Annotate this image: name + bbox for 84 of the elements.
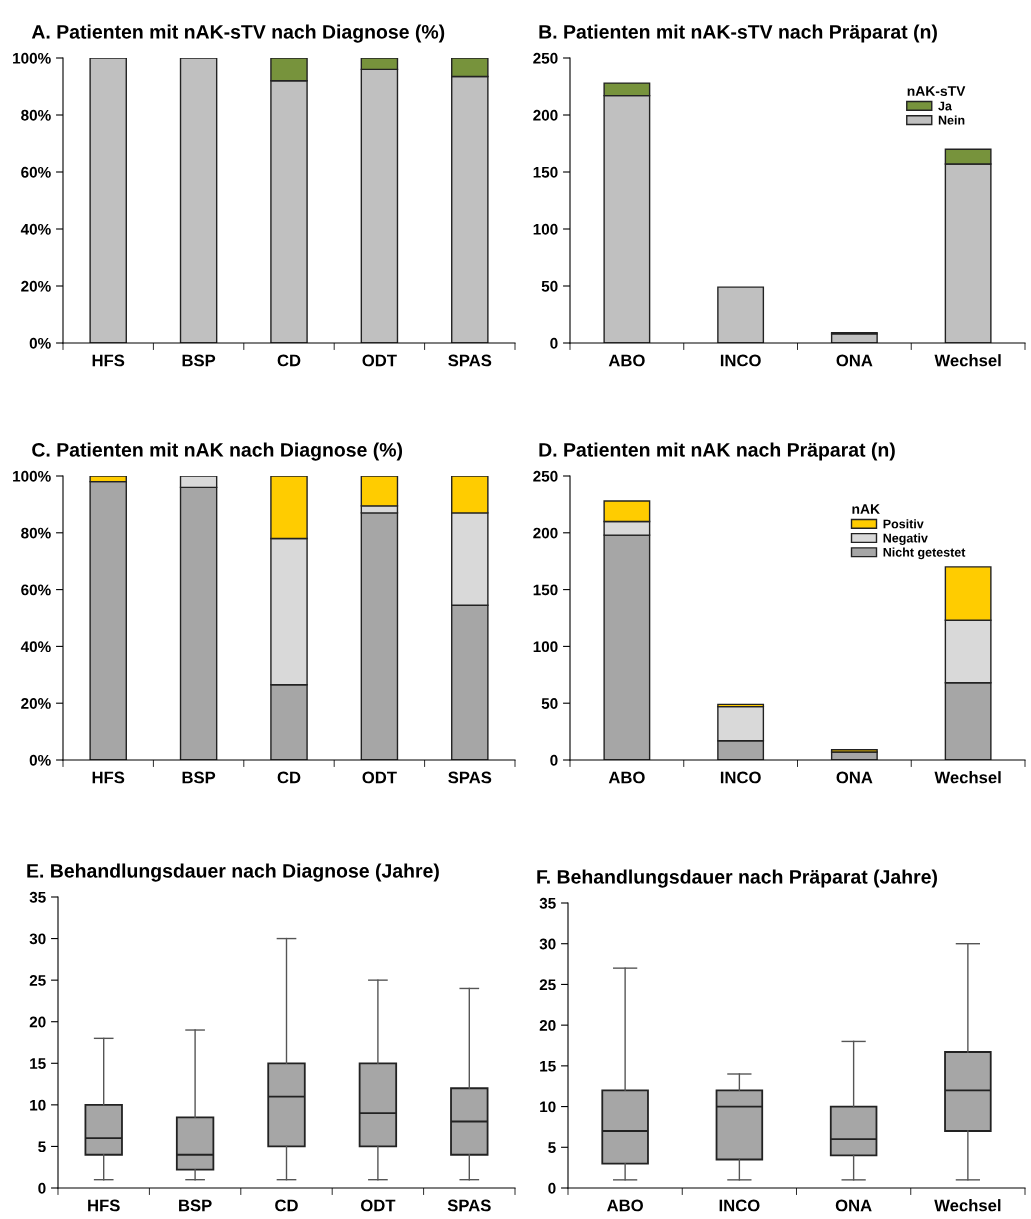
y-tick-label: 0 (550, 337, 558, 349)
y-tick-label: 35 (29, 891, 46, 903)
x-tick-label: Wechsel (934, 771, 1001, 784)
y-tick-label: 60% (21, 584, 51, 596)
legend-title: nAK-sTV (907, 86, 966, 96)
y-tick-label: 15 (30, 1058, 46, 1069)
y-tick-label: 80% (21, 527, 51, 539)
x-tick-label: Wechsel (934, 354, 1001, 367)
x-tick-label: ODT (362, 771, 397, 784)
chart-title: B. Patienten mit nAK-sTV nach Präparat (n) (539, 24, 937, 43)
x-tick-label: ODT (361, 1199, 396, 1212)
legend-label: Ja (938, 101, 952, 111)
x-tick-label: HFS (88, 1199, 120, 1212)
y-tick-label: 20% (21, 280, 51, 292)
y-tick-label: 10 (30, 1099, 46, 1111)
y-tick-label: 25 (29, 975, 46, 986)
x-tick-label: INCO (720, 771, 761, 784)
y-tick-label: 0% (29, 337, 51, 349)
x-tick-label: SPAS (448, 771, 492, 784)
legend-label: Negativ (883, 533, 928, 546)
x-tick-label: SPAS (448, 354, 492, 367)
x-tick-label: ABO (607, 1199, 643, 1212)
x-tick-label: INCO (720, 354, 761, 367)
y-tick-label: 80% (21, 109, 51, 121)
y-tick-label: 40% (20, 223, 51, 235)
y-tick-label: 0 (548, 1182, 556, 1194)
x-tick-label: Wechsel (934, 1199, 1001, 1212)
y-tick-label: 0 (38, 1182, 46, 1194)
chart-title: C. Patienten mit nAK nach Diagnose (%) (32, 442, 403, 461)
y-tick-label: 5 (38, 1141, 46, 1153)
y-tick-label: 50 (541, 698, 558, 709)
y-tick-label: 0 (550, 754, 558, 766)
x-tick-label: ODT (362, 354, 397, 367)
y-tick-label: 15 (540, 1060, 556, 1072)
y-tick-label: 150 (533, 166, 558, 178)
x-tick-label: CD (277, 771, 301, 784)
y-tick-label: 10 (540, 1101, 556, 1113)
chart-title: D. Patienten mit nAK nach Präparat (n) (539, 442, 895, 461)
bar (89, 58, 127, 343)
y-tick-label: 100% (13, 470, 51, 482)
x-tick-label: HFS (92, 354, 125, 367)
x-tick-label: INCO (719, 1199, 760, 1212)
y-tick-label: 20 (29, 1016, 46, 1028)
y-tick-label: 30 (539, 938, 556, 950)
legend-label: Nein (938, 115, 965, 125)
bar (89, 480, 127, 760)
x-tick-label: BSP (182, 771, 216, 784)
chart-title: F. Behandlungsdauer nach Präparat (Jahre) (537, 869, 937, 888)
y-tick-label: 60% (21, 166, 51, 178)
x-tick-label: CD (277, 354, 301, 367)
y-tick-label: 250 (533, 52, 558, 64)
legend-label: Nicht getestet (883, 547, 966, 560)
x-tick-label: ABO (608, 354, 645, 367)
y-tick-label: 100 (533, 641, 558, 653)
chart-title: E. Behandlungsdauer nach Diagnose (Jahre) (27, 863, 439, 882)
x-tick-label: BSP (182, 354, 216, 367)
x-tick-label: HFS (92, 771, 125, 784)
chart-title: A. Patienten mit nAK-sTV nach Diagnose (%) (31, 24, 445, 43)
x-tick-label: BSP (179, 1199, 212, 1212)
x-tick-label: ONA (835, 1199, 872, 1212)
x-tick-label: SPAS (447, 1199, 491, 1212)
y-tick-label: 20% (21, 698, 51, 709)
y-tick-label: 30 (29, 933, 46, 945)
y-tick-label: 35 (539, 897, 556, 909)
x-tick-label: CD (275, 1199, 298, 1212)
legend-title: nAK (852, 504, 880, 514)
y-tick-label: 150 (533, 584, 558, 596)
y-tick-label: 25 (539, 979, 556, 991)
x-tick-label: ONA (836, 354, 873, 367)
legend-label: Positiv (883, 519, 924, 529)
y-tick-label: 100 (533, 223, 558, 235)
y-tick-label: 40% (20, 641, 51, 653)
y-tick-label: 0% (29, 754, 51, 766)
y-tick-label: 50 (541, 280, 558, 292)
x-tick-label: ONA (836, 771, 873, 784)
y-tick-label: 200 (533, 527, 558, 539)
y-tick-label: 20 (539, 1020, 556, 1031)
y-tick-label: 100% (13, 52, 51, 64)
y-tick-label: 5 (548, 1142, 556, 1153)
y-tick-label: 200 (533, 109, 558, 121)
x-tick-label: ABO (608, 771, 645, 784)
bar (179, 58, 218, 343)
y-tick-label: 250 (533, 470, 558, 482)
bar (717, 286, 765, 343)
